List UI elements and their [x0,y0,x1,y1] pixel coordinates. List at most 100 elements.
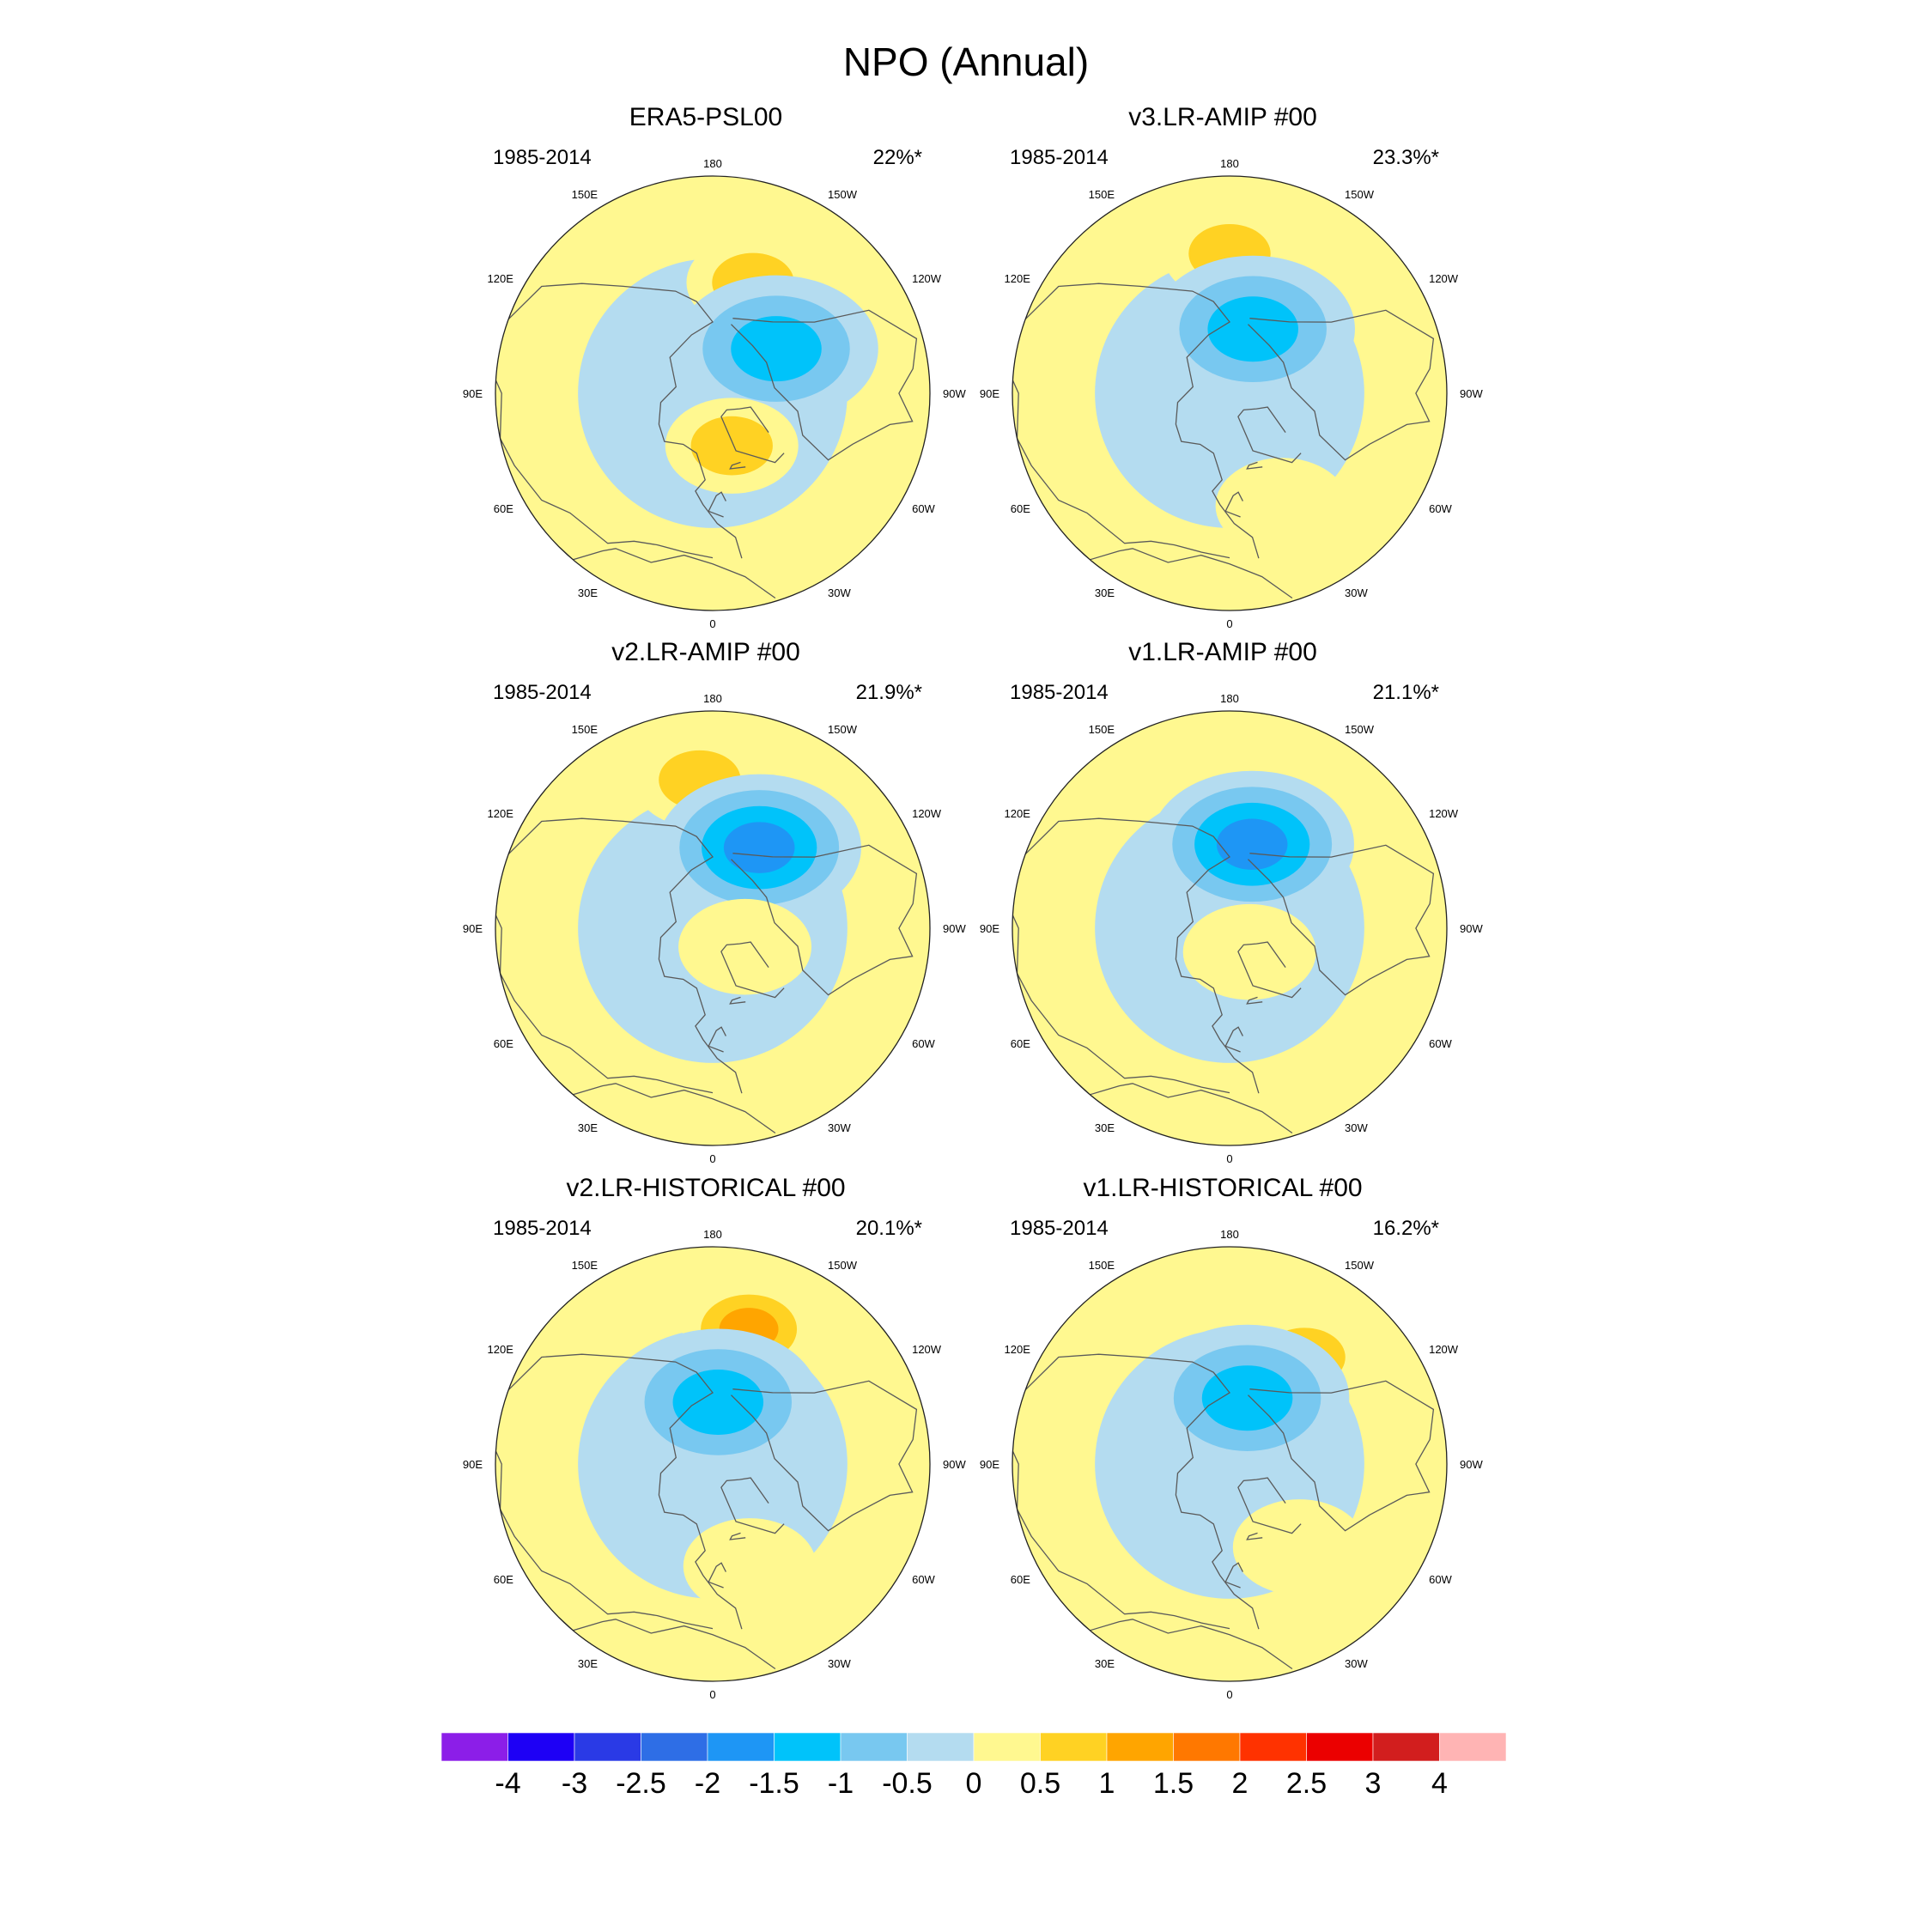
longitude-label: 90E [463,387,483,400]
map-panel: 180 150E 120E 90E 60E 30E 0 30W 60W 90W 120W 150W ER… [463,103,967,630]
colorbar-swatch [507,1732,575,1762]
coastline [1246,461,1263,470]
coastline [558,546,776,599]
longitude-label: 150W [828,188,858,201]
coastline [1248,1380,1435,1532]
longitude-label: 180 [703,692,722,705]
longitude-label: 120W [1429,807,1459,820]
colorbar-swatch [1372,1732,1440,1762]
coastline [1246,1532,1263,1540]
high-anomaly-contour [690,416,773,476]
coastline [708,1562,726,1589]
variance-label: 16.2%* [1373,1217,1439,1240]
longitude-label: 90W [1460,922,1483,935]
longitude-label: 120E [488,807,514,820]
longitude-label: 90W [943,387,966,400]
colorbar-tick-label: 2 [1232,1767,1249,1800]
coastline [1012,1353,1260,1630]
longitude-label: 180 [1220,1228,1239,1241]
longitude-label: 150W [828,1259,858,1272]
coastline [1075,546,1293,599]
coastline [1012,817,1260,1094]
map-boundary [495,710,931,1146]
period-label: 1985-2014 [1010,1217,1109,1240]
map-boundary [495,175,931,611]
map-boundary [1012,1246,1448,1682]
low-anomaly-contour [1201,1365,1293,1431]
coastline [558,1081,776,1134]
longitude-label: 150W [828,723,858,736]
coastline [1237,941,1302,999]
longitude-label: 30W [1345,1121,1368,1134]
longitude-label: 150E [1089,1259,1115,1272]
colorbar-tick-label: 2.5 [1286,1767,1327,1800]
low-anomaly-contour [672,1369,764,1435]
longitude-label: 60E [1011,502,1030,515]
colorbar-swatch [774,1732,841,1762]
high-anomaly-contour [1232,1499,1366,1595]
high-anomaly-contour [1215,458,1349,554]
coastline [558,1617,776,1670]
variance-label: 23.3%* [1373,146,1439,169]
colorbar-tick-label: 3 [1365,1767,1382,1800]
longitude-label: 90E [980,387,999,400]
longitude-label: 30W [1345,586,1368,599]
low-anomaly-contour [731,316,822,382]
coastline [720,941,785,999]
longitude-label: 30E [578,1121,598,1134]
panel-title: v2.LR-AMIP #00 [611,638,800,666]
longitude-label: 120E [1005,1343,1031,1356]
longitude-label: 120W [1429,272,1459,285]
colorbar-tick-label: -0.5 [882,1767,933,1800]
colorbar-tick-label: 1.5 [1153,1767,1194,1800]
longitude-label: 0 [709,1152,715,1165]
period-label: 1985-2014 [493,1217,592,1240]
longitude-label: 120E [1005,807,1031,820]
longitude-label: 30E [1095,1121,1115,1134]
longitude-label: 60W [1429,1573,1452,1586]
longitude-label: 30W [1345,1657,1368,1670]
longitude-label: 0 [1226,617,1232,630]
longitude-label: 90E [463,922,483,935]
longitude-label: 90W [943,1458,966,1471]
longitude-label: 150W [1345,1259,1375,1272]
map-panel: 180 150E 120E 90E 60E 30E 0 30W 60W 90W 120W 150W v2… [463,638,967,1165]
longitude-label: 90E [980,1458,999,1471]
longitude-label: 180 [1220,157,1239,170]
colorbar-tick-label: -4 [495,1767,520,1800]
coastline [729,1532,746,1540]
colorbar: -4 -3 -2.5 -2 -1.5 -1 -0.5 0 0.5 1 1.5 2 2.5 3 4 [440,1732,1507,1800]
colorbar-swatch [973,1732,1041,1762]
longitude-label: 60E [494,1037,513,1050]
longitude-label: 90W [1460,1458,1483,1471]
longitude-label: 30W [828,586,851,599]
longitude-label: 120W [912,1343,942,1356]
longitude-label: 150E [572,723,598,736]
longitude-label: 30W [828,1657,851,1670]
longitude-label: 180 [1220,692,1239,705]
coastline [729,996,746,1005]
colorbar-swatch [840,1732,908,1762]
longitude-label: 90W [943,922,966,935]
variance-label: 20.1%* [856,1217,922,1240]
coastline [731,309,918,461]
high-anomaly-contour [1182,903,1316,1000]
longitude-label: 60E [494,1573,513,1586]
colorbar-swatch [1173,1732,1241,1762]
low-anomaly-contour [1216,818,1288,870]
map-panel: 180 150E 120E 90E 60E 30E 0 30W 60W 90W 120W 150W v1… [980,1174,1484,1701]
coastline [1237,1477,1302,1534]
figure-title: NPO (Annual) [843,39,1089,84]
map-panel: 180 150E 120E 90E 60E 30E 0 30W 60W 90W 120W 150W v3… [980,103,1484,630]
longitude-label: 60W [912,502,935,515]
coastline [1075,1081,1293,1134]
colorbar-swatch [641,1732,708,1762]
coastline [1075,1617,1293,1670]
colorbar-swatch [707,1732,775,1762]
coastline [1224,491,1243,518]
map-boundary [1012,175,1448,611]
coastline [495,1353,743,1630]
longitude-label: 180 [703,157,722,170]
high-anomaly-contour [678,898,812,995]
longitude-label: 150E [572,188,598,201]
